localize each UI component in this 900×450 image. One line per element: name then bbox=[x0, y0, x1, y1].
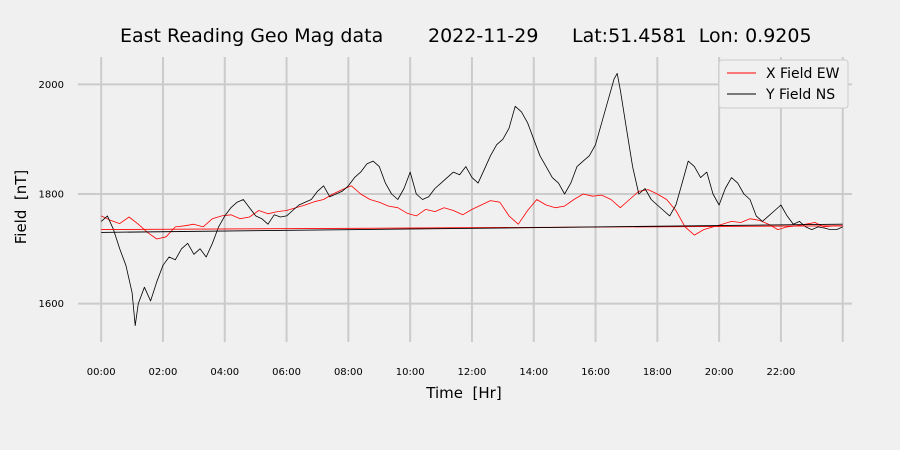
x-axis-label: Time [Hr] bbox=[425, 384, 501, 402]
x-tick-label: 14:00 bbox=[519, 367, 548, 378]
legend-box bbox=[718, 59, 849, 109]
series-line-y-field-ns bbox=[100, 73, 843, 327]
legend: X Field EW Y Field NS bbox=[718, 59, 849, 109]
x-tick-label: 18:00 bbox=[643, 367, 672, 378]
x-tick-label: 08:00 bbox=[334, 367, 363, 378]
trend-line-2 bbox=[101, 225, 843, 231]
chart-title-date: 2022-11-29 bbox=[428, 25, 538, 47]
trend-line-3 bbox=[101, 223, 843, 233]
x-tick-label: 12:00 bbox=[458, 367, 487, 378]
series-layer bbox=[100, 73, 843, 327]
legend-label-x-field: X Field EW bbox=[766, 66, 840, 82]
y-axis-label: Field [nT] bbox=[12, 170, 30, 245]
x-tick-label: 06:00 bbox=[272, 367, 301, 378]
x-tick-label: 22:00 bbox=[767, 367, 796, 378]
y-tick-label: 1800 bbox=[39, 190, 64, 201]
legend-label-y-field: Y Field NS bbox=[765, 87, 835, 103]
x-tick-label: 20:00 bbox=[705, 367, 734, 378]
y-tick-label: 1600 bbox=[39, 299, 64, 310]
tick-labels: 00:00 02:00 04:00 06:00 08:00 10:00 12:00 14:00… bbox=[39, 80, 796, 378]
chart-title-location: Lat:51.4581 Lon: 0.9205 bbox=[572, 25, 812, 47]
x-tick-label: 00:00 bbox=[87, 367, 116, 378]
x-tick-label: 02:00 bbox=[149, 367, 178, 378]
x-tick-label: 16:00 bbox=[581, 367, 610, 378]
x-tick-label: 10:00 bbox=[396, 367, 425, 378]
y-tick-label: 2000 bbox=[39, 80, 64, 91]
x-tick-label: 04:00 bbox=[210, 367, 239, 378]
chart-title-part-1: East Reading Geo Mag data bbox=[120, 25, 383, 47]
